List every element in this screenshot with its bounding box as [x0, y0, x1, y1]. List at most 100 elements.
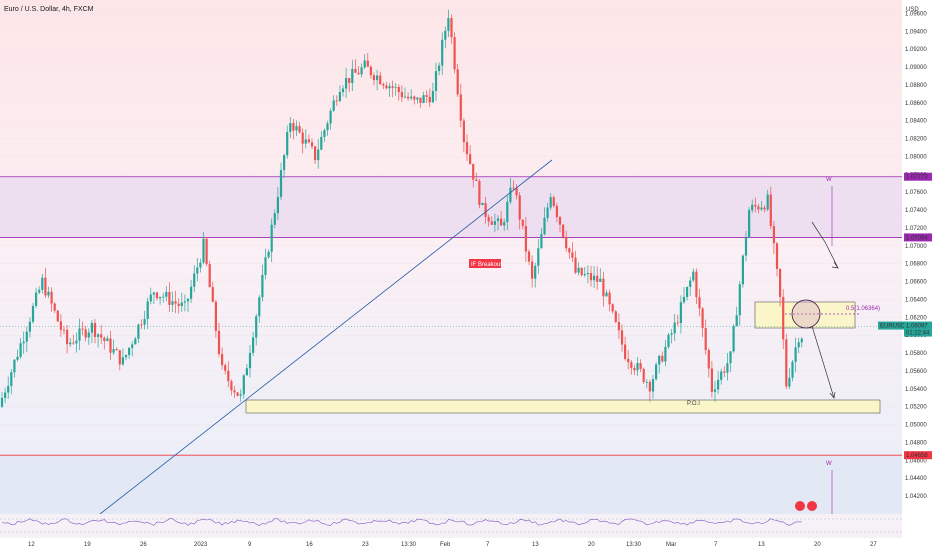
x-tick-label: 13	[532, 542, 539, 548]
candle-body	[524, 225, 527, 252]
candle-body	[230, 381, 233, 391]
candle-body	[128, 347, 131, 355]
candle-body	[701, 308, 704, 329]
y-tick-label: 1.05200	[905, 405, 927, 411]
candle-body	[493, 221, 496, 225]
time-axis[interactable]: 12 19 26 2023 9 16 23 13:30 Feb 7 13 20 13:30 Mar 7 13 2…	[0, 538, 932, 550]
x-tick-label: 7	[714, 542, 718, 548]
candle-body	[602, 278, 605, 297]
candle-body	[410, 96, 413, 99]
candle-body	[242, 375, 245, 395]
candle-body	[593, 275, 596, 281]
price-badge	[904, 451, 932, 460]
y-tick-label: 1.04200	[905, 494, 927, 500]
candle-body	[255, 316, 258, 338]
candle-body	[301, 132, 304, 144]
candle-body	[66, 329, 69, 345]
candle-body	[800, 338, 803, 343]
y-tick-label: 1.05600	[905, 369, 927, 375]
candle-body	[97, 334, 100, 337]
candle-body	[56, 310, 59, 322]
candle-body	[506, 201, 509, 223]
oscillator-bg	[0, 514, 902, 538]
candle-body	[611, 304, 614, 312]
price-badge-label: 1.04658	[906, 453, 928, 459]
candle-body	[624, 344, 627, 359]
candle-body	[797, 342, 800, 348]
candle-body	[366, 60, 369, 67]
candle-body	[571, 252, 574, 258]
candle-body	[425, 95, 428, 97]
candle-body	[636, 363, 639, 371]
candle-body	[596, 275, 599, 282]
candle-body	[720, 371, 723, 380]
candle-body	[159, 296, 162, 299]
candle-body	[422, 95, 425, 103]
candle-body	[341, 88, 345, 93]
flag-icon	[807, 501, 817, 511]
fib-box	[754, 301, 856, 329]
candle-body	[81, 328, 84, 330]
candle-body	[462, 120, 465, 143]
candle-body	[245, 368, 248, 376]
candle-body	[363, 60, 366, 68]
candle-body	[224, 365, 227, 371]
candle-body	[394, 86, 397, 88]
candle-body	[438, 65, 441, 72]
y-tick-label: 1.07600	[905, 190, 927, 196]
candle-body	[785, 339, 788, 387]
candle-body	[320, 136, 323, 150]
candle-body	[4, 392, 7, 398]
x-tick-label: 13	[758, 542, 765, 548]
candle-body	[500, 218, 503, 226]
candle-body	[165, 291, 168, 297]
candle-body	[72, 342, 75, 344]
candle-body	[190, 286, 193, 299]
x-tick-label: 9	[248, 542, 252, 548]
candle-body	[707, 350, 710, 369]
candle-body	[670, 333, 673, 335]
candle-body	[608, 292, 611, 305]
candle-body	[760, 207, 763, 210]
candle-body	[552, 197, 555, 206]
candle-body	[757, 206, 760, 210]
y-tick-label: 1.06600	[905, 280, 927, 286]
candle-body	[211, 287, 214, 302]
candle-body	[527, 251, 531, 262]
candle-body	[62, 329, 66, 331]
price-badge	[904, 233, 932, 242]
candle-body	[314, 146, 317, 161]
candle-body	[329, 110, 332, 124]
w-label-bottom: W	[826, 461, 832, 467]
candle-body	[775, 243, 779, 269]
candle-body	[416, 97, 419, 100]
candle-body	[617, 321, 620, 331]
candle-body	[555, 205, 558, 218]
candle-body	[264, 257, 267, 275]
candle-body	[112, 349, 115, 353]
candle-body	[419, 97, 422, 103]
candle-body	[47, 291, 50, 296]
candle-body	[444, 30, 447, 40]
x-tick-label: 13:30	[401, 542, 417, 548]
x-tick-label: 20	[814, 542, 821, 548]
candle-body	[360, 67, 363, 75]
candle-body	[93, 322, 97, 337]
candle-body	[286, 131, 289, 156]
candle-body	[558, 217, 562, 225]
candle-body	[183, 301, 186, 303]
candle-body	[441, 39, 444, 66]
y-tick-label: 1.05800	[905, 351, 927, 357]
candle-body	[599, 278, 602, 282]
candle-body	[456, 69, 459, 95]
candle-body	[546, 207, 549, 218]
candle-body	[376, 75, 379, 81]
candle-body	[78, 328, 81, 341]
candle-body	[307, 139, 310, 143]
breakout-label: IF Breakout	[471, 262, 502, 268]
candle-body	[704, 328, 707, 351]
y-tick-label: 1.07400	[905, 208, 927, 214]
candle-body	[348, 78, 351, 83]
